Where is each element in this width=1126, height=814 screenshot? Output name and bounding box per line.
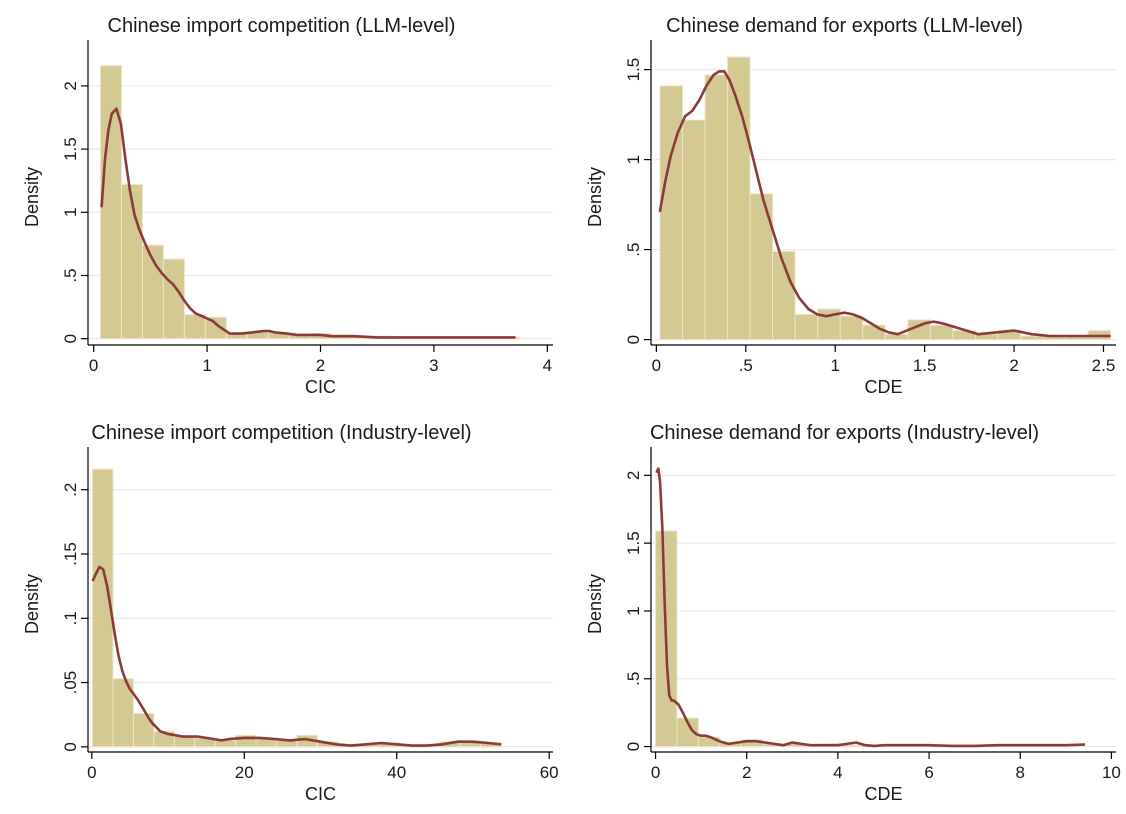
kde-line: [655, 467, 1086, 748]
chart-title: Chinese import competition (LLM-level): [107, 15, 456, 37]
y-tick-label: 0: [61, 742, 80, 751]
x-tick-label: 1: [830, 356, 839, 375]
histogram-bar: [681, 119, 706, 341]
x-tick-label: 0: [87, 763, 96, 782]
histogram-bar: [112, 678, 134, 748]
y-tick-label: 2: [61, 81, 80, 90]
chart-title: Chinese demand for exports (LLM-level): [666, 15, 1023, 37]
x-tick-label: 20: [235, 763, 254, 782]
histogram-bar: [839, 315, 864, 341]
x-tick-label: 2: [1009, 356, 1018, 375]
x-tick-label: 40: [387, 763, 406, 782]
kde-line: [91, 565, 502, 747]
y-tick-label: .05: [61, 671, 80, 695]
x-tick-label: 6: [924, 763, 933, 782]
chart-title: Chinese demand for exports (Industry-lev…: [649, 422, 1040, 444]
histogram-bar: [183, 314, 206, 340]
chart-panel-llm-cic: Chinese import competition (LLM-level) 0…: [0, 0, 563, 407]
histogram-bar: [794, 313, 819, 341]
x-tick-label: 1: [202, 356, 211, 375]
y-tick-label: 1.5: [624, 531, 643, 555]
x-tick-label: 10: [1102, 763, 1121, 782]
chart-plot: 0 .5 1 1.5 2 0 2 4 6 8 10: [624, 447, 1121, 782]
histogram-bar: [862, 324, 886, 341]
histogram-bar: [214, 739, 237, 748]
chart-plot: 0 .05 .1 .15 .2 0 20 40 60: [61, 447, 559, 782]
chart-title: Chinese import competition (Industry-lev…: [91, 422, 472, 444]
histogram-bar: [255, 738, 277, 748]
histogram-bar: [772, 250, 796, 341]
y-axis-label: Density: [22, 573, 42, 634]
y-tick-label: .2: [61, 483, 80, 497]
kde-line: [658, 70, 1111, 338]
chart-plot: 0 .5 1 1.5 2 0 1 2 3 4: [61, 40, 553, 375]
y-tick-label: .5: [624, 243, 643, 257]
x-tick-label: 1.5: [913, 356, 937, 375]
x-tick-label: 60: [540, 763, 559, 782]
histogram-bar: [162, 258, 185, 340]
y-tick-label: 0: [61, 334, 80, 343]
histogram-bar: [1019, 335, 1044, 341]
histogram-bar: [676, 717, 699, 748]
chart-panel-industry-cic: Chinese import competition (Industry-lev…: [0, 407, 563, 814]
y-tick-label: 0: [624, 742, 643, 751]
x-axis-label: CIC: [305, 784, 336, 804]
y-tick-label: 0: [624, 335, 643, 344]
histogram-bar: [92, 468, 114, 748]
y-tick-label: .5: [61, 268, 80, 282]
chart-panel-llm-cde: Chinese demand for exports (LLM-level) 0…: [563, 0, 1126, 407]
y-tick-label: 1: [61, 208, 80, 217]
chart-panel-industry-cde: Chinese demand for exports (Industry-lev…: [563, 407, 1126, 814]
x-axis-label: CDE: [864, 377, 903, 397]
y-tick-label: 2: [624, 471, 643, 480]
x-tick-label: 0: [89, 356, 98, 375]
chart-plot: 0 .5 1 1.5 0 .5 1 1.5 2 2.5: [624, 40, 1116, 375]
y-tick-label: 1.5: [624, 58, 643, 82]
y-axis-label: Density: [22, 166, 42, 227]
histogram-bar: [204, 316, 227, 340]
x-tick-label: 4: [543, 356, 552, 375]
histogram-bar: [697, 736, 721, 748]
x-axis-label: CIC: [305, 377, 336, 397]
x-tick-label: 3: [429, 356, 438, 375]
y-tick-label: 1.5: [61, 137, 80, 161]
x-tick-label: 4: [833, 763, 842, 782]
y-tick-label: .15: [61, 542, 80, 566]
y-tick-label: .1: [61, 611, 80, 625]
x-tick-label: 0: [652, 356, 661, 375]
histogram-bar: [99, 65, 122, 340]
x-tick-label: 2.5: [1092, 356, 1116, 375]
x-tick-label: 2: [742, 763, 751, 782]
histogram-bar: [173, 736, 196, 748]
y-tick-label: .5: [624, 672, 643, 686]
y-tick-label: 1: [624, 606, 643, 615]
x-axis-label: CDE: [864, 784, 903, 804]
x-tick-label: 0: [651, 763, 660, 782]
x-tick-label: 2: [316, 356, 325, 375]
histogram-bar: [132, 712, 155, 748]
x-tick-label: 8: [1016, 763, 1025, 782]
histogram-bar: [659, 85, 683, 341]
histogram-bar: [704, 74, 729, 341]
y-tick-label: 1: [624, 155, 643, 164]
kde-line: [100, 107, 516, 339]
x-tick-label: .5: [739, 356, 753, 375]
histogram-bar: [929, 324, 954, 341]
histogram-bar: [727, 56, 751, 341]
y-axis-label: Density: [585, 166, 605, 227]
y-axis-label: Density: [585, 573, 605, 634]
